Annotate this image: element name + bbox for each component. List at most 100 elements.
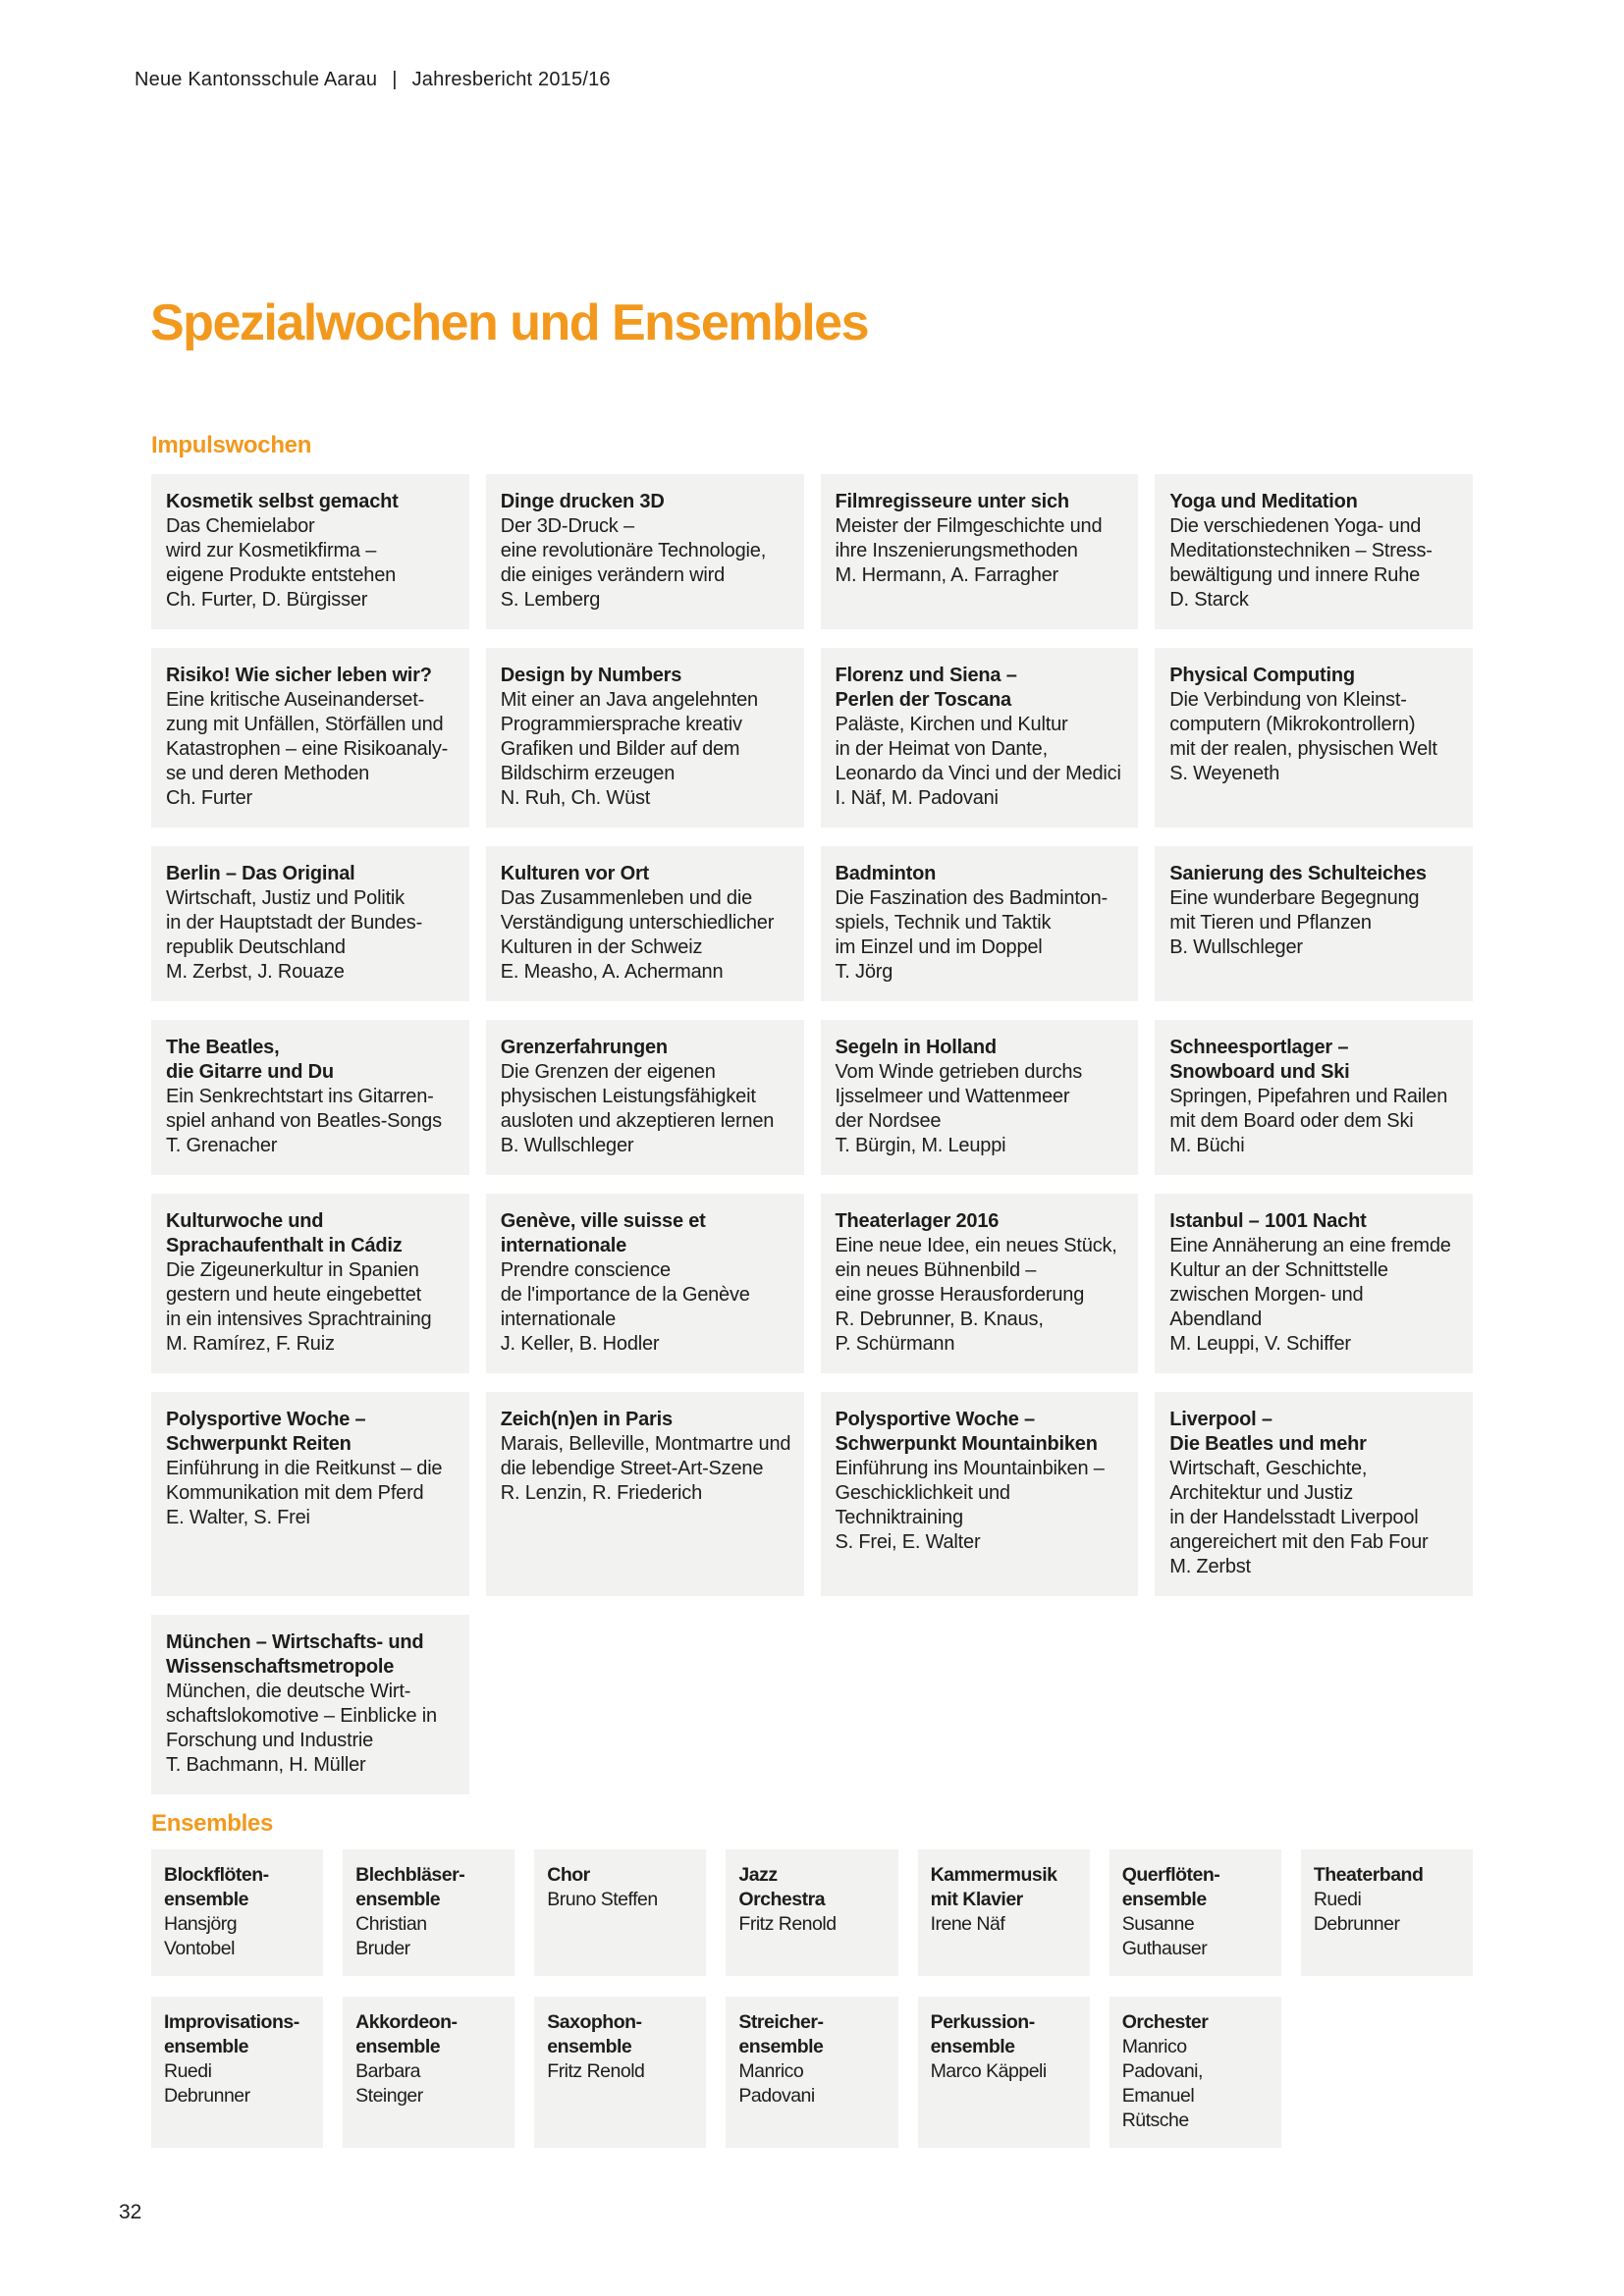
- impulswoche-card-leaders: T. Bürgin, M. Leuppi: [836, 1134, 1133, 1158]
- impulswoche-card: Segeln in Holland Vom Winde getrieben dur…: [820, 1020, 1139, 1175]
- impulswoche-card-title: Sanierung des Schulteiches: [1169, 862, 1467, 886]
- ensemble-card: Saxophon-ensemble Fritz Renold: [534, 1997, 707, 2148]
- ensemble-card-title-line: ensemble: [164, 1889, 248, 1910]
- impulswoche-card: Istanbul – 1001 Nacht Eine Annäherung an …: [1155, 1194, 1473, 1373]
- impulswoche-card-description-line: Einführung in die Reitkunst – die: [166, 1458, 443, 1479]
- impulswoche-card: Dinge drucken 3D Der 3D-Druck – eine revol…: [485, 474, 804, 629]
- impulswoche-card-title-line: Sanierung des Schulteiches: [1169, 863, 1427, 884]
- impulswoche-card-description: Eine wunderbare Begegnung mit Tieren und …: [1169, 886, 1467, 935]
- impulswoche-card-title: Kulturwoche und Sprachaufenthalt in Cádiz: [166, 1209, 463, 1258]
- ensemble-card-leaders: Christian Bruder: [355, 1912, 511, 1961]
- impulswoche-card-leaders: M. Zerbst: [1169, 1555, 1467, 1579]
- ensemble-card-leaders-line: Debrunner: [164, 2085, 250, 2107]
- impulswoche-card-description-line: eigene Produkte entstehen: [166, 564, 397, 586]
- ensemble-card-title-line: Orchester: [1121, 2011, 1209, 2033]
- impulswoche-card-title-line: Berlin – Das Original: [166, 863, 355, 884]
- impulswoche-card-description-line: Prendre conscience: [500, 1259, 671, 1281]
- section-heading-ensembles: Ensembles: [151, 1810, 274, 1837]
- impulswoche-card-leaders-line: T. Bürgin, M. Leuppi: [835, 1135, 1006, 1156]
- impulswoche-card-title-line: Kosmetik selbst gemacht: [166, 491, 399, 512]
- impulswoche-card-description-line: Eine wunderbare Begegnung: [1169, 887, 1420, 909]
- impulswoche-card-description-line: computern (Mikrokontrollern): [1169, 714, 1416, 735]
- page-number: 32: [119, 2201, 142, 2223]
- ensemble-card-title-line: ensemble: [164, 2036, 248, 2057]
- impulswoche-card-title: Grenzerfahrungen: [501, 1036, 798, 1060]
- ensemble-card-title-line: mit Klavier: [930, 1889, 1024, 1910]
- impulswoche-card: Filmregisseure unter sich Meister der Fil…: [820, 474, 1139, 629]
- impulswoche-card: Theaterlager 2016 Eine neue Idee, ein neu…: [820, 1194, 1139, 1373]
- impulswoche-card-description-line: Geschicklichkeit und: [835, 1482, 1011, 1504]
- impulswoche-card-description-line: Die verschiedenen Yoga- und: [1169, 515, 1422, 537]
- impulswoche-card-leaders: N. Ruh, Ch. Wüst: [501, 786, 798, 811]
- ensemble-card-leaders: Barbara Steinger: [355, 2059, 511, 2109]
- ensemble-card-title-line: ensemble: [1121, 1889, 1207, 1910]
- ensemble-card-leaders-line: Manrico: [1121, 2036, 1187, 2057]
- impulswoche-card: Grenzerfahrungen Die Grenzen der eigenen p…: [485, 1020, 804, 1175]
- impulswoche-card-leaders-line: M. Ramírez, F. Ruiz: [166, 1333, 335, 1355]
- impulswoche-card-description-line: Verständigung unterschiedlicher: [500, 912, 775, 934]
- ensemble-card-leaders-line: Emanuel: [1121, 2085, 1195, 2107]
- ensemble-card-leaders-line: Debrunner: [1313, 1913, 1400, 1935]
- ensemble-card-title: Theaterband: [1314, 1863, 1469, 1888]
- impulswoche-card-description-line: Eine kritische Auseinanderset-: [166, 689, 425, 711]
- impulswoche-card-title: Liverpool – Die Beatles und mehr: [1169, 1408, 1467, 1457]
- running-header: Neue Kantonsschule Aarau | Jahresbericht 2…: [135, 69, 611, 91]
- impulswoche-card-description: Ein Senkrechtstart ins Gitarren-spiel an…: [166, 1085, 463, 1134]
- impulswoche-card-description-line: Die Faszination des Badminton-: [835, 887, 1109, 909]
- impulswoche-card-leaders-line: S. Lemberg: [500, 589, 601, 611]
- ensemble-card-leaders-line: Bruder: [355, 1938, 410, 1959]
- ensemble-card-title: Jazz Orchestra: [738, 1863, 893, 1912]
- impulswoche-card-description: Eine kritische Auseinanderset-zung mit U…: [166, 688, 463, 786]
- impulswoche-card-leaders-line: E. Measho, A. Achermann: [500, 961, 724, 983]
- impulswoche-card-description-line: Leonardo da Vinci und der Medici: [835, 763, 1121, 784]
- ensemble-card: Streicher-ensemble Manrico Padovani: [726, 1997, 898, 2148]
- impulswoche-card-description-line: gestern und heute eingebettet: [166, 1284, 421, 1306]
- impulswoche-card-title: Zeich(n)en in Paris: [501, 1408, 798, 1432]
- impulswoche-card-title-line: Schwerpunkt Mountainbiken: [835, 1433, 1098, 1455]
- impulswoche-card-description: Vom Winde getrieben durchs Ijsselmeer und…: [836, 1060, 1133, 1134]
- impulswoche-card-description-line: Techniktraining: [835, 1507, 964, 1528]
- impulswoche-card-title-line: Design by Numbers: [500, 665, 682, 686]
- impulswoche-card-description: Der 3D-Druck – eine revolutionäre Technol…: [501, 514, 798, 588]
- ensemble-card-leaders-line: Steinger: [355, 2085, 423, 2107]
- impulswoche-card-description-line: de l'importance de la Genève: [500, 1284, 750, 1306]
- ensemble-card-title-line: ensemble: [355, 2036, 441, 2057]
- impulswoche-card-description-line: Die Grenzen der eigenen: [500, 1061, 716, 1083]
- ensemble-card-title-line: Querflöten-: [1121, 1864, 1220, 1886]
- impulswoche-card-title-line: Filmregisseure unter sich: [835, 491, 1070, 512]
- ensemble-card-title-line: Chor: [547, 1864, 590, 1886]
- impulswoche-card-description-line: mit dem Board oder dem Ski: [1169, 1110, 1414, 1132]
- impulswoche-card-description: Die Verbindung von Kleinst-computern (Mi…: [1169, 688, 1467, 762]
- impulswoche-card-title: Berlin – Das Original: [166, 862, 463, 886]
- impulswoche-card-leaders: M. Büchi: [1169, 1134, 1467, 1158]
- ensemble-card-title-line: Perkussion-: [930, 2011, 1036, 2033]
- ensemble-card-leaders-line: Guthauser: [1121, 1938, 1208, 1959]
- impulswoche-card-description-line: Meditationstechniken – Stress-: [1169, 540, 1433, 561]
- ensemble-card-leaders-line: Padovani,: [1121, 2060, 1204, 2082]
- impulswoche-card-description-line: in ein intensives Sprachtraining: [166, 1308, 432, 1330]
- impulswoche-card-leaders-line: T. Grenacher: [166, 1135, 278, 1156]
- impulswoche-card-description-line: Der 3D-Druck –: [500, 515, 634, 537]
- impulswoche-card-title: Physical Computing: [1169, 664, 1467, 688]
- ensembles-grid: Blockflöten-ensemble Hansjörg Vontobel Blec…: [151, 1849, 1473, 2148]
- impulswoche-card: Berlin – Das Original Wirtschaft, Justiz …: [151, 846, 469, 1001]
- impulswoche-card-title-line: Die Beatles und mehr: [1169, 1433, 1367, 1455]
- impulswoche-card-title-line: Snowboard und Ski: [1169, 1061, 1350, 1083]
- impulswoche-card-title-line: Polysportive Woche –: [166, 1409, 366, 1430]
- impulswoche-card-description: Das Zusammenleben und die Verständigung u…: [501, 886, 798, 960]
- impulswoche-card-title-line: Liverpool –: [1169, 1409, 1272, 1430]
- impulswoche-card: Polysportive Woche – Schwerpunkt Reiten Ei…: [151, 1392, 469, 1596]
- impulswoche-card-description-line: physischen Leistungsfähigkeit: [500, 1086, 756, 1107]
- ensemble-card-leaders-line: Ruedi: [164, 2060, 212, 2082]
- ensemble-card-title-line: Kammermusik: [930, 1864, 1057, 1886]
- impulswoche-card-leaders: M. Leuppi, V. Schiffer: [1169, 1332, 1467, 1357]
- impulswoche-card-description-line: Ijsselmeer und Wattenmeer: [835, 1086, 1070, 1107]
- impulswoche-card-leaders-line: B. Wullschleger: [500, 1135, 634, 1156]
- ensemble-card: Kammermusik mit Klavier Irene Näf: [917, 1849, 1090, 1976]
- impulswoche-card: Sanierung des Schulteiches Eine wunderbar…: [1155, 846, 1473, 1001]
- impulswoche-card-description-line: se und deren Methoden: [166, 763, 370, 784]
- ensemble-card: Jazz Orchestra Fritz Renold: [726, 1849, 898, 1976]
- impulswoche-card-description-line: in der Hauptstadt der Bundes-: [166, 912, 423, 934]
- ensemble-card: Perkussion-ensemble Marco Käppeli: [917, 1997, 1090, 2148]
